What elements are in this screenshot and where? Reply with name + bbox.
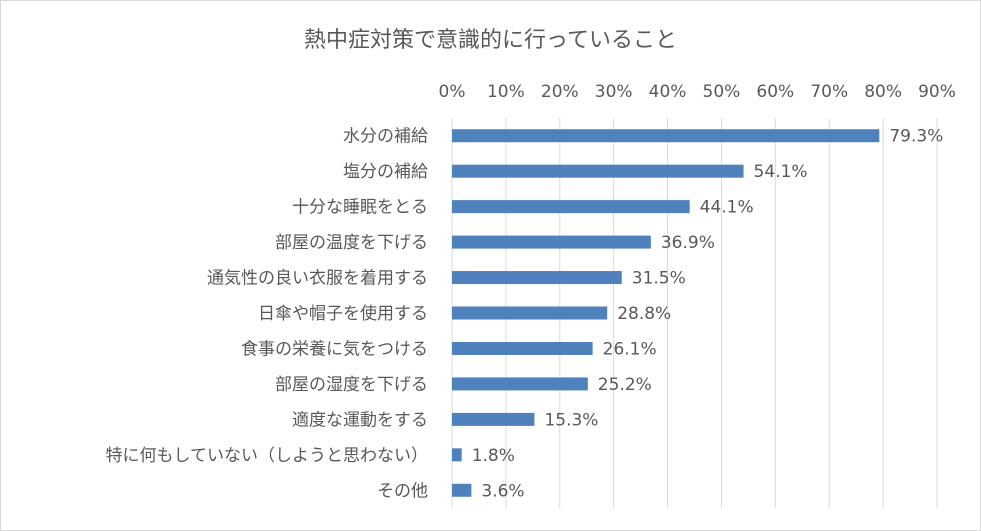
data-label: 54.1% bbox=[754, 162, 808, 182]
bar bbox=[452, 271, 622, 285]
category-label: 部屋の湿度を下げる bbox=[275, 375, 428, 395]
category-label: 食事の栄養に気をつける bbox=[241, 339, 428, 359]
bar bbox=[452, 164, 744, 178]
category-label: 塩分の補給 bbox=[343, 162, 428, 182]
category-label: 通気性の良い衣服を着用する bbox=[207, 269, 428, 289]
x-tick-label: 50% bbox=[703, 82, 741, 102]
category-label: 適度な運動をする bbox=[292, 410, 428, 430]
x-tick-label: 30% bbox=[595, 82, 633, 102]
x-tick-label: 20% bbox=[541, 82, 579, 102]
bar bbox=[452, 483, 472, 497]
bar bbox=[452, 200, 690, 214]
data-label: 79.3% bbox=[889, 127, 943, 147]
bar bbox=[452, 306, 608, 320]
category-label: 特に何もしていない（しようと思わない） bbox=[106, 446, 429, 466]
x-tick-label: 40% bbox=[649, 82, 687, 102]
x-tick-label: 10% bbox=[487, 82, 525, 102]
data-label: 31.5% bbox=[632, 269, 686, 289]
data-label: 36.9% bbox=[661, 233, 715, 253]
data-label: 26.1% bbox=[603, 339, 657, 359]
data-label: 15.3% bbox=[544, 410, 598, 430]
bar bbox=[452, 341, 593, 355]
bar bbox=[452, 412, 535, 426]
bar bbox=[452, 448, 462, 462]
chart-title: 熱中症対策で意識的に行っていること bbox=[304, 28, 677, 53]
data-label: 1.8% bbox=[472, 446, 515, 466]
data-label: 28.8% bbox=[617, 304, 671, 324]
data-label: 3.6% bbox=[481, 481, 524, 501]
x-tick-label: 70% bbox=[810, 82, 848, 102]
x-tick-label: 0% bbox=[439, 82, 466, 102]
data-label: 44.1% bbox=[700, 198, 754, 218]
category-label: 水分の補給 bbox=[343, 127, 428, 147]
category-label: 日傘や帽子を使用する bbox=[258, 303, 428, 324]
bar bbox=[452, 129, 880, 143]
bar bbox=[452, 377, 588, 391]
category-label: 十分な睡眠をとる bbox=[292, 198, 428, 218]
x-tick-label: 80% bbox=[864, 82, 902, 102]
x-tick-label: 90% bbox=[918, 82, 956, 102]
x-tick-label: 60% bbox=[756, 82, 794, 102]
category-label: 部屋の温度を下げる bbox=[275, 233, 428, 253]
category-label: その他 bbox=[377, 481, 428, 501]
data-label: 25.2% bbox=[598, 375, 652, 395]
bar bbox=[452, 235, 651, 249]
